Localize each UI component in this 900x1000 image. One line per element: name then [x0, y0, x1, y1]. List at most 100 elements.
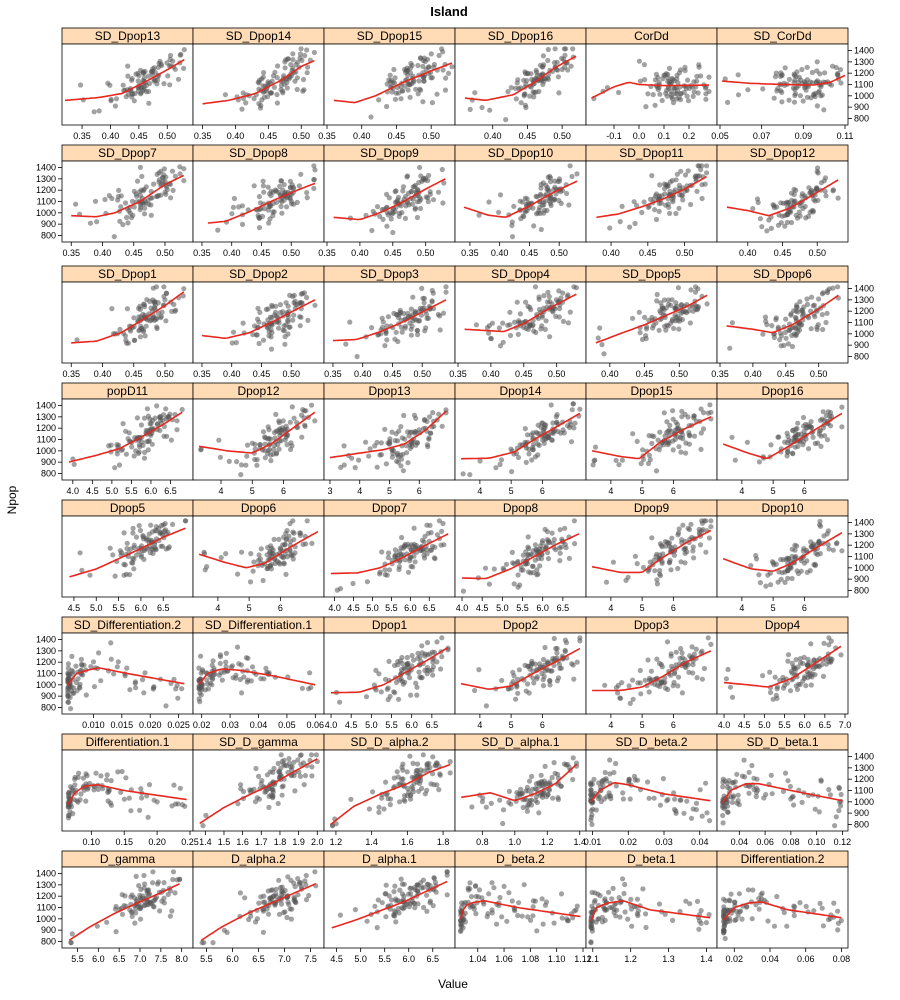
data-point: [146, 201, 152, 207]
data-point: [279, 888, 285, 895]
data-point: [500, 820, 506, 827]
data-point: [820, 673, 827, 680]
x-tick-label: 1.8: [437, 837, 450, 847]
data-point: [676, 326, 682, 332]
data-point: [676, 526, 682, 532]
x-tick-label: 6: [540, 720, 545, 730]
data-point: [256, 773, 262, 780]
data-point: [561, 761, 568, 767]
data-point: [149, 195, 155, 201]
data-point: [537, 783, 543, 789]
data-point: [763, 318, 769, 324]
data-point: [129, 913, 135, 920]
data-point: [422, 533, 428, 540]
data-point: [809, 69, 816, 76]
data-point: [443, 407, 449, 413]
data-point: [385, 314, 391, 320]
data-point: [126, 795, 132, 801]
x-tick-label: 4: [739, 603, 744, 613]
data-point: [139, 439, 145, 445]
data-point: [136, 73, 142, 79]
data-point: [281, 81, 287, 87]
data-point: [824, 310, 830, 316]
y-tick-label: 800: [41, 468, 56, 478]
x-tick-label: 0.35: [194, 131, 212, 141]
data-point: [590, 792, 596, 798]
data-point: [407, 320, 413, 326]
data-point: [547, 179, 554, 185]
data-point: [649, 535, 655, 541]
data-point: [632, 220, 638, 227]
data-point: [131, 542, 137, 548]
data-point: [746, 769, 752, 776]
data-point: [294, 199, 300, 205]
data-point: [120, 421, 126, 427]
data-point: [159, 174, 166, 180]
data-point: [218, 555, 224, 561]
data-point: [292, 884, 298, 890]
data-point: [525, 663, 531, 670]
data-point: [71, 461, 77, 467]
data-point: [276, 325, 282, 331]
data-point: [204, 677, 210, 683]
data-point: [691, 89, 697, 95]
data-point: [132, 920, 138, 926]
smooth-line: [460, 647, 581, 690]
data-point: [525, 788, 532, 794]
data-point: [562, 648, 568, 655]
data-point: [545, 556, 552, 562]
data-point: [155, 192, 162, 199]
data-point: [130, 555, 136, 562]
data-point: [167, 913, 173, 919]
data-point: [94, 219, 100, 225]
data-point: [129, 892, 135, 898]
data-point: [119, 892, 125, 898]
data-point: [398, 456, 405, 462]
data-point: [791, 186, 797, 192]
data-point: [688, 521, 694, 527]
data-point: [421, 300, 427, 306]
data-point: [491, 566, 497, 572]
data-point: [549, 437, 555, 443]
data-point: [419, 643, 425, 649]
data-point: [246, 916, 252, 923]
data-point: [811, 302, 818, 308]
data-point: [720, 812, 726, 819]
data-point: [422, 791, 428, 797]
data-point: [400, 184, 407, 190]
data-point: [443, 284, 449, 290]
data-point: [830, 187, 837, 193]
data-point: [90, 659, 97, 665]
x-tick-label: 0.50: [282, 248, 300, 258]
data-point: [392, 883, 398, 889]
x-tick-label: 0.45: [384, 248, 402, 258]
data-point: [549, 774, 555, 781]
x-tick-label: 1.9: [292, 837, 305, 847]
data-point: [530, 563, 536, 569]
data-point: [109, 306, 115, 312]
data-point: [108, 656, 114, 662]
data-point: [381, 806, 387, 812]
data-point: [300, 407, 306, 413]
data-point: [117, 218, 123, 224]
data-point: [613, 760, 619, 767]
data-point: [124, 665, 130, 671]
x-tick-label: 0.01: [584, 837, 602, 847]
data-point: [424, 881, 430, 888]
data-point: [666, 560, 673, 566]
data-point: [286, 756, 292, 762]
data-point: [444, 869, 450, 875]
data-point: [698, 73, 704, 79]
data-point: [272, 560, 279, 567]
data-point: [78, 656, 84, 663]
data-point: [143, 89, 149, 95]
data-point: [682, 560, 688, 566]
data-point: [838, 652, 844, 658]
data-point: [820, 290, 826, 296]
panel: SD_Differentiation.10.02 0.03 0.04 0.05 0.06: [192, 616, 325, 730]
data-point: [274, 450, 280, 456]
data-point: [391, 775, 397, 781]
data-point: [732, 457, 738, 463]
data-point: [157, 908, 163, 914]
